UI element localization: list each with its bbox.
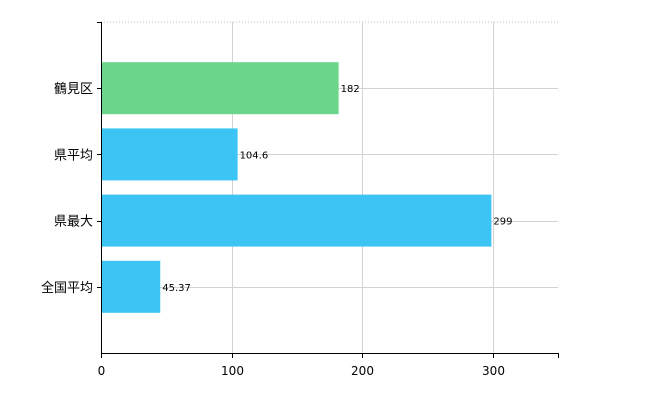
- bar: [101, 194, 492, 247]
- category-label: 全国平均: [41, 280, 93, 296]
- category-label: 県最大: [54, 215, 93, 230]
- labels: 182 鶴見区 104.6 県平均 299 県最大 45.37 全国平均 0 100 200 300: [41, 81, 513, 378]
- category-label: 鶴見区: [54, 81, 93, 97]
- x-tick-label: 200: [351, 364, 374, 378]
- category-label: 県平均: [54, 148, 93, 163]
- bars: [101, 62, 492, 313]
- data-label: 104.6: [240, 150, 269, 161]
- data-label: 299: [493, 217, 512, 228]
- x-tick-label: 300: [482, 364, 505, 378]
- data-label: 182: [341, 84, 360, 95]
- axes: [97, 22, 559, 358]
- x-tick-label: 0: [98, 364, 106, 378]
- x-tick-label: 100: [221, 364, 244, 378]
- data-label: 45.37: [162, 283, 191, 294]
- bar: [101, 128, 238, 181]
- bar: [101, 62, 339, 115]
- bar: [101, 260, 161, 313]
